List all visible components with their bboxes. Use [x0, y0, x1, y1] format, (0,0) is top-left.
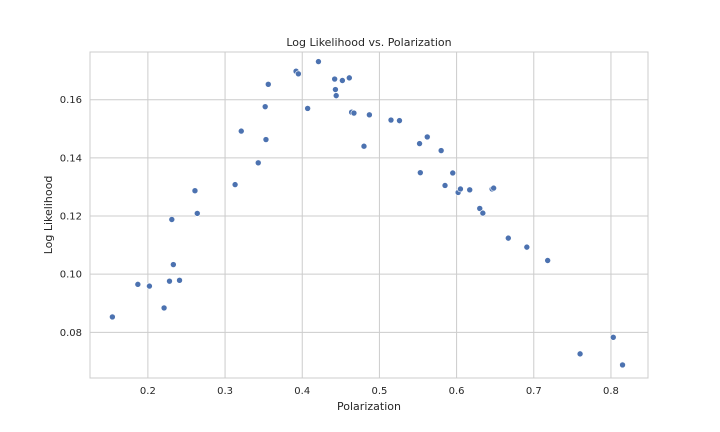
- y-axis-label: Log Likelihood: [42, 176, 55, 255]
- y-tick-label: 0.10: [60, 270, 82, 281]
- data-point: [264, 80, 272, 88]
- data-point: [360, 142, 368, 150]
- grid-lines: [90, 52, 648, 378]
- data-point: [134, 281, 142, 288]
- data-point: [479, 209, 487, 217]
- x-tick-label: 0.2: [140, 386, 156, 397]
- x-tick-label: 0.5: [371, 386, 387, 397]
- plot-frame: [89, 51, 649, 379]
- data-point: [231, 181, 239, 188]
- x-tick-labels: 0.2 0.3 0.4 0.5 0.6 0.7 0.8: [140, 386, 619, 397]
- data-point: [544, 257, 551, 264]
- data-point: [332, 92, 340, 99]
- data-point: [315, 58, 322, 65]
- data-point: [366, 111, 373, 119]
- data-point: [170, 261, 177, 268]
- data-point: [490, 184, 497, 192]
- chart-title: Log Likelihood vs. Polarization: [286, 36, 451, 49]
- data-point: [193, 210, 201, 217]
- data-point: [449, 169, 457, 177]
- data-point: [417, 169, 424, 176]
- data-point: [254, 159, 262, 167]
- y-tick-label: 0.14: [60, 153, 82, 164]
- x-axis-label: Polarization: [337, 400, 401, 413]
- y-tick-label: 0.12: [60, 212, 82, 223]
- data-point: [261, 103, 269, 110]
- data-point: [304, 105, 311, 112]
- y-tick-labels: 0.08 0.10 0.12 0.14 0.16: [60, 95, 82, 339]
- y-tick-label: 0.08: [60, 328, 82, 339]
- data-point: [191, 187, 199, 195]
- data-points: [109, 58, 626, 369]
- data-point: [396, 117, 403, 124]
- data-point: [262, 136, 270, 143]
- data-point: [332, 86, 339, 93]
- data-point: [576, 350, 584, 358]
- data-point: [346, 74, 353, 82]
- data-point: [168, 216, 176, 223]
- x-tick-label: 0.6: [449, 386, 465, 397]
- data-point: [416, 140, 423, 147]
- data-point: [609, 333, 617, 341]
- data-point: [437, 147, 445, 154]
- data-point: [523, 243, 531, 251]
- data-point: [176, 276, 183, 284]
- data-point: [441, 182, 449, 189]
- data-point: [423, 133, 431, 141]
- data-point: [339, 77, 346, 84]
- x-tick-label: 0.4: [294, 386, 310, 397]
- data-point: [331, 75, 338, 83]
- x-tick-label: 0.8: [603, 386, 619, 397]
- data-point: [166, 277, 173, 285]
- y-tick-label: 0.16: [60, 95, 82, 106]
- data-point: [146, 282, 153, 290]
- data-point: [387, 116, 395, 124]
- data-point: [476, 205, 484, 212]
- data-point: [295, 70, 302, 78]
- data-point: [109, 313, 116, 321]
- data-point: [505, 234, 512, 242]
- data-point: [466, 186, 474, 194]
- x-tick-label: 0.7: [526, 386, 542, 397]
- data-point: [457, 185, 464, 193]
- x-tick-label: 0.3: [217, 386, 233, 397]
- data-point: [350, 109, 358, 117]
- data-point: [619, 361, 626, 369]
- data-point: [237, 127, 245, 135]
- data-point: [160, 304, 168, 312]
